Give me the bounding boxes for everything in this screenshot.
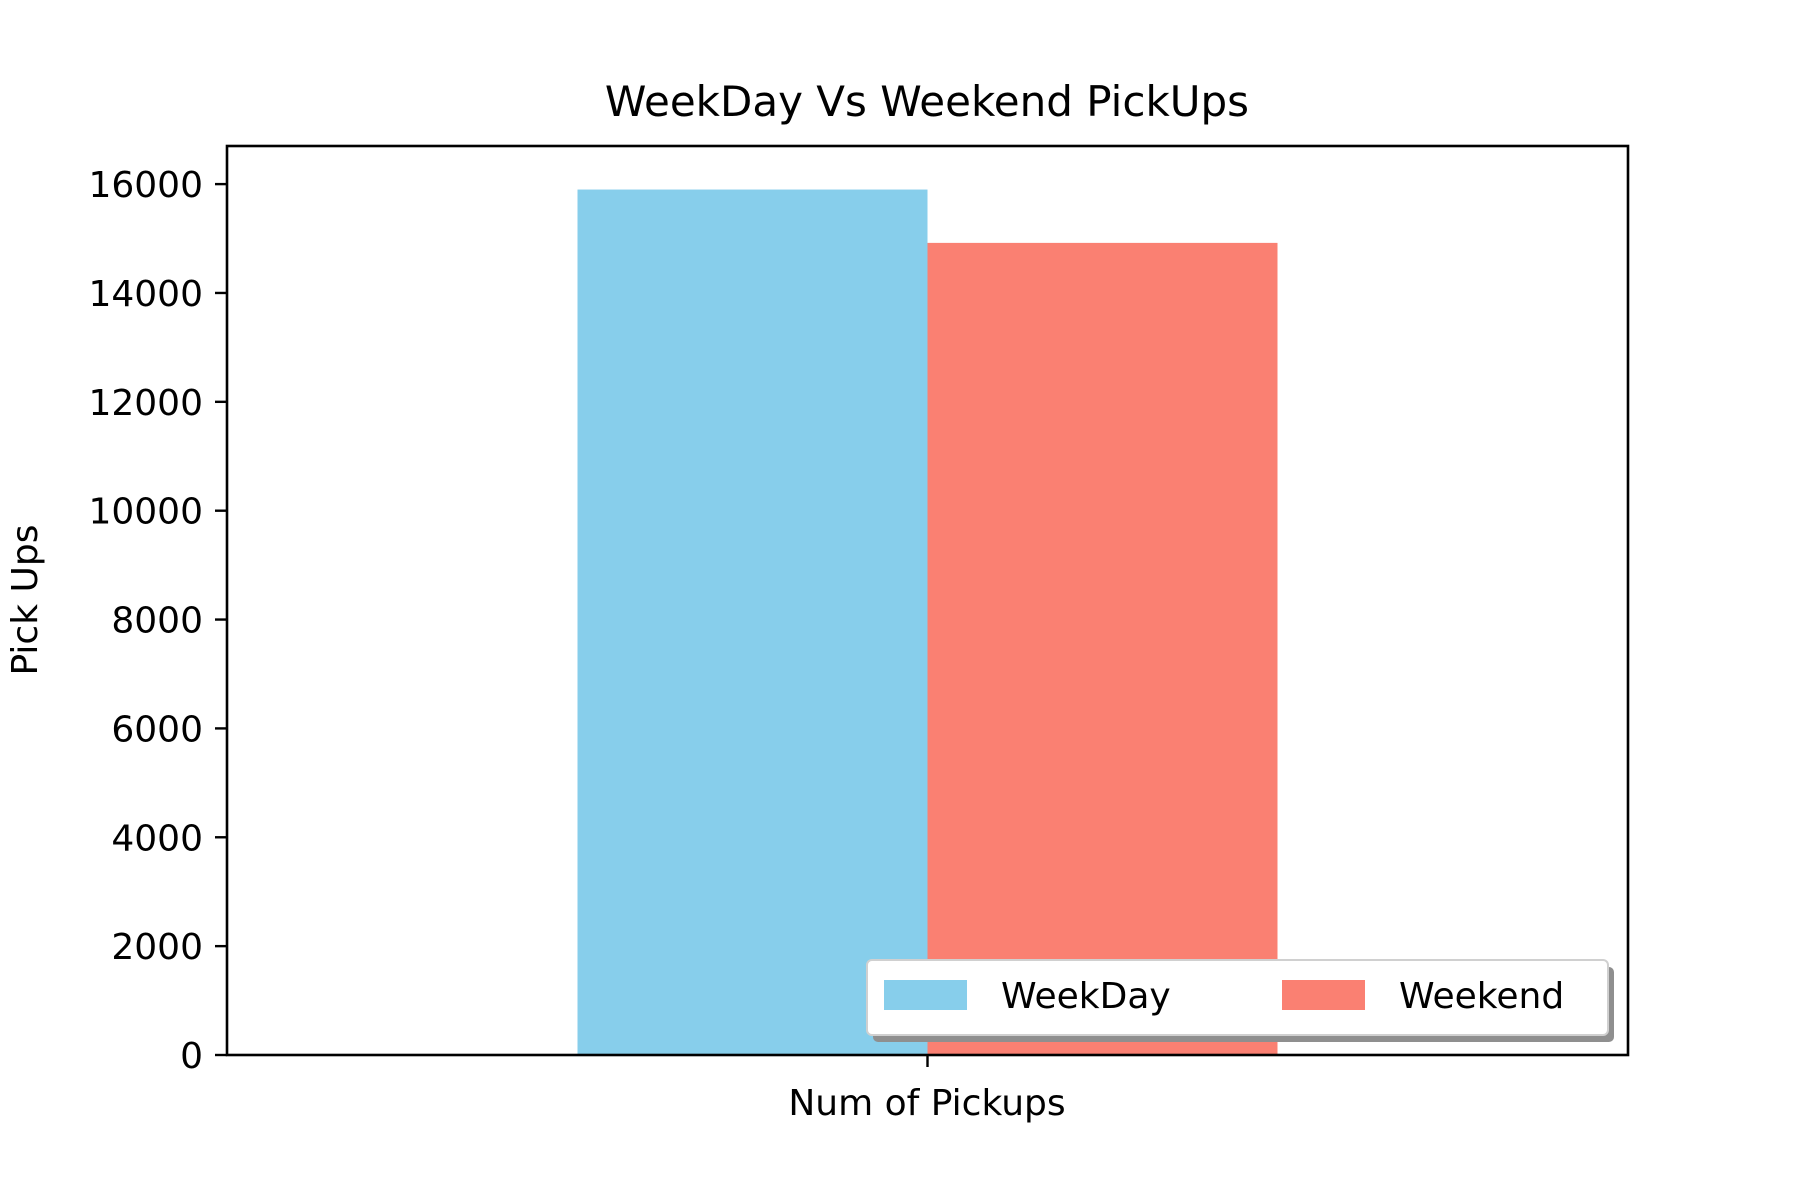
legend: WeekDay Weekend [866, 959, 1614, 1042]
chart-title: WeekDay Vs Weekend PickUps [605, 77, 1249, 126]
y-axis-label: Pick Ups [5, 525, 46, 676]
y-axis-ticks: 0 2000 4000 6000 8000 10000 12000 14000 16000 [88, 165, 227, 1077]
y-tick-label: 2000 [111, 927, 203, 968]
y-tick-label: 8000 [111, 601, 203, 642]
y-tick-label: 16000 [88, 165, 203, 206]
y-tick-label: 4000 [111, 818, 203, 859]
bar-weekday [577, 189, 928, 1055]
y-tick-label: 14000 [88, 274, 203, 315]
y-tick-label: 10000 [88, 492, 203, 533]
y-tick-label: 0 [180, 1036, 203, 1077]
legend-label-weekday: WeekDay [1001, 976, 1171, 1017]
legend-swatch-weekday [884, 980, 967, 1010]
x-axis-label: Num of Pickups [788, 1083, 1065, 1124]
bar-weekend [927, 242, 1278, 1055]
legend-swatch-weekend [1282, 980, 1365, 1010]
legend-label-weekend: Weekend [1399, 976, 1564, 1017]
legend-box [866, 959, 1609, 1036]
bars-group [577, 189, 1278, 1055]
y-tick-label: 12000 [88, 383, 203, 424]
y-tick-label: 6000 [111, 709, 203, 750]
